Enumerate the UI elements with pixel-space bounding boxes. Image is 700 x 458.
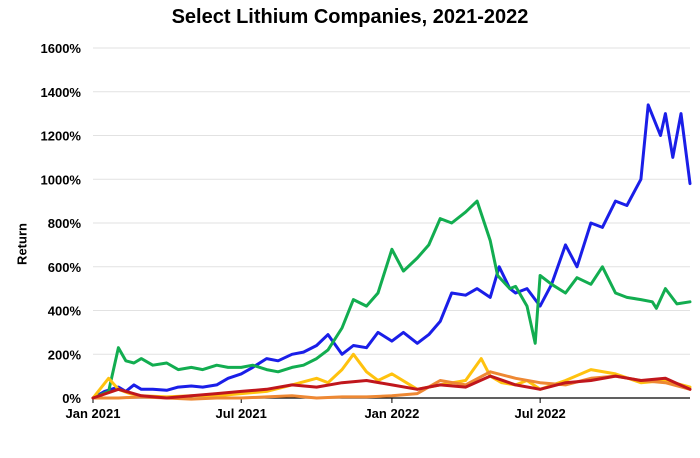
series-lines — [91, 103, 692, 401]
series-line-1 — [91, 103, 692, 400]
y-tick-label: 600% — [48, 260, 82, 275]
series-line-4 — [91, 370, 692, 401]
x-tick-label: Jul 2022 — [514, 406, 565, 421]
y-tick-label: 1000% — [41, 172, 82, 187]
y-tick-label: 200% — [48, 347, 82, 362]
gridlines — [93, 47, 690, 355]
y-tick-label: 400% — [48, 304, 82, 319]
chart-title: Select Lithium Companies, 2021-2022 — [171, 6, 529, 28]
series-line-2 — [91, 199, 692, 400]
x-tick-label: Jan 2022 — [364, 406, 419, 421]
y-tick-label: 0% — [62, 391, 81, 406]
x-tick-label: Jan 2021 — [66, 406, 121, 421]
x-tick-labels: Jan 2021 Jul 2021 Jan 2022 Jul 2022 — [66, 406, 566, 421]
y-tick-label: 1600% — [41, 41, 82, 56]
y-tick-label: 1200% — [41, 129, 82, 144]
y-tick-label: 1400% — [41, 85, 82, 100]
series-line-5 — [91, 374, 692, 400]
x-tick-label: Jul 2021 — [216, 406, 267, 421]
y-tick-label: 800% — [48, 216, 82, 231]
y-tick-labels: 0% 200% 400% 600% 800% 1000% 1200% 1400% 1600% — [41, 41, 82, 406]
